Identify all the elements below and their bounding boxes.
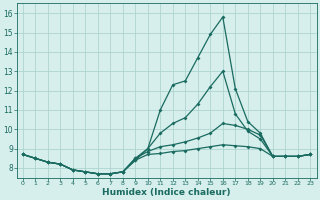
X-axis label: Humidex (Indice chaleur): Humidex (Indice chaleur) bbox=[102, 188, 231, 197]
